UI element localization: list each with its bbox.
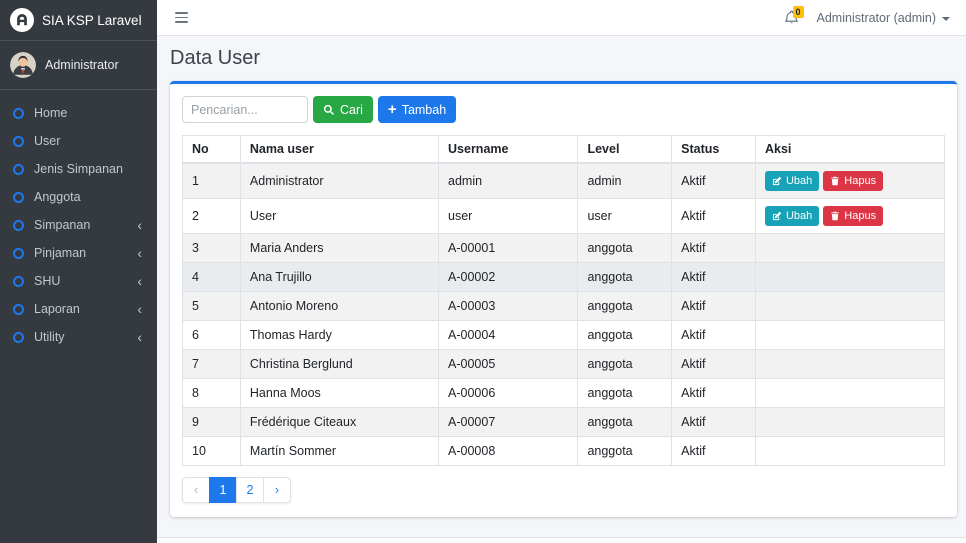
chevron-left-icon: ‹ xyxy=(137,245,142,261)
pagination-next[interactable]: › xyxy=(263,477,291,503)
user-panel-name[interactable]: Administrator xyxy=(45,58,119,72)
pagination-prev[interactable]: ‹ xyxy=(182,477,210,503)
column-header: Nama user xyxy=(239,135,440,164)
circle-icon xyxy=(13,135,24,147)
table-row: 9 Frédérique Citeaux A-00007 anggota Akt… xyxy=(182,407,946,437)
chevron-left-icon: ‹ xyxy=(137,329,142,345)
pagination-page[interactable]: 1 xyxy=(209,477,237,503)
sidebar-item-user[interactable]: User xyxy=(0,127,157,155)
trash-icon xyxy=(831,176,840,186)
column-header: Username xyxy=(438,135,579,164)
edit-icon xyxy=(772,176,782,186)
circle-icon xyxy=(13,303,24,315)
ubah-button[interactable]: Ubah xyxy=(764,171,820,191)
sidebar-item-laporan[interactable]: Laporan ‹ xyxy=(0,295,157,323)
app-logo-icon xyxy=(10,8,34,32)
sidebar-nav: Home User Jenis Simpanan Anggota Simpana… xyxy=(0,90,157,351)
table-row: 4 Ana Trujillo A-00002 anggota Aktif xyxy=(182,262,946,292)
brand-title: SIA KSP Laravel xyxy=(42,12,142,28)
toolbar: Cari + Tambah xyxy=(182,96,945,123)
edit-icon xyxy=(772,211,782,221)
chevron-left-icon: ‹ xyxy=(137,273,142,289)
navbar-right: 0 Administrator (admin) xyxy=(784,6,950,25)
sidebar-item-anggota[interactable]: Anggota xyxy=(0,183,157,211)
table-row: 3 Maria Anders A-00001 anggota Aktif xyxy=(182,233,946,263)
circle-icon xyxy=(13,219,24,231)
caret-down-icon xyxy=(942,16,950,21)
user-avatar xyxy=(10,52,36,78)
sidebar-item-simpanan[interactable]: Simpanan ‹ xyxy=(0,211,157,239)
circle-icon xyxy=(13,275,24,287)
pagination: ‹ 1 2 › xyxy=(182,477,291,503)
circle-icon xyxy=(13,247,24,259)
top-navbar: 0 Administrator (admin) xyxy=(157,0,966,36)
table-row: 1 Administrator admin admin Aktif Ubah H… xyxy=(182,162,946,199)
table-row: 2 User user user Aktif Ubah Hapus xyxy=(182,198,946,234)
trash-icon xyxy=(831,211,840,221)
user-dropdown[interactable]: Administrator (admin) xyxy=(817,11,950,25)
chevron-left-icon: ‹ xyxy=(137,217,142,233)
content: Data User Cari + Tambah xyxy=(157,36,966,537)
circle-icon xyxy=(13,163,24,175)
brand-link[interactable]: SIA KSP Laravel xyxy=(0,0,157,41)
circle-icon xyxy=(13,331,24,343)
column-header: Level xyxy=(577,135,673,164)
cari-button[interactable]: Cari xyxy=(313,96,373,123)
table-row: 5 Antonio Moreno A-00003 anggota Aktif xyxy=(182,291,946,321)
column-header: Aksi xyxy=(754,135,946,164)
column-header: No xyxy=(182,135,241,164)
search-input[interactable] xyxy=(182,96,308,123)
hapus-button[interactable]: Hapus xyxy=(823,171,884,191)
notifications-button[interactable]: 0 xyxy=(784,6,804,25)
sidebar: SIA KSP Laravel Administrator Home User xyxy=(0,0,157,543)
sidebar-item-jenis-simpanan[interactable]: Jenis Simpanan xyxy=(0,155,157,183)
table-row: 10 Martín Sommer A-00008 anggota Aktif xyxy=(182,436,946,466)
main-area: 0 Administrator (admin) Data User xyxy=(157,0,966,543)
circle-icon xyxy=(13,191,24,203)
table-row: 7 Christina Berglund A-00005 anggota Akt… xyxy=(182,349,946,379)
search-icon xyxy=(323,104,335,115)
sidebar-item-pinjaman[interactable]: Pinjaman ‹ xyxy=(0,239,157,267)
menu-toggle-icon[interactable] xyxy=(173,9,190,25)
table-body: 1 Administrator admin admin Aktif Ubah H… xyxy=(182,162,946,466)
sidebar-item-home[interactable]: Home xyxy=(0,99,157,127)
ubah-button[interactable]: Ubah xyxy=(764,206,820,226)
footer xyxy=(157,537,966,543)
sidebar-item-utility[interactable]: Utility ‹ xyxy=(0,323,157,351)
user-panel: Administrator xyxy=(0,41,157,90)
table-row: 8 Hanna Moos A-00006 anggota Aktif xyxy=(182,378,946,408)
table-header-row: No Nama user Username Level Status Aksi xyxy=(182,135,946,164)
circle-icon xyxy=(13,107,24,119)
page-title: Data User xyxy=(170,47,261,69)
sidebar-item-shu[interactable]: SHU ‹ xyxy=(0,267,157,295)
plus-icon: + xyxy=(387,101,397,118)
hapus-button[interactable]: Hapus xyxy=(823,206,884,226)
table-row: 6 Thomas Hardy A-00004 anggota Aktif xyxy=(182,320,946,350)
tambah-button[interactable]: + Tambah xyxy=(377,96,457,123)
pagination-page[interactable]: 2 xyxy=(236,477,264,503)
chevron-left-icon: ‹ xyxy=(137,301,142,317)
column-header: Status xyxy=(671,135,756,164)
user-dropdown-label: Administrator (admin) xyxy=(816,10,936,25)
bell-icon xyxy=(784,10,798,24)
user-table: No Nama user Username Level Status Aksi 1 Adm… xyxy=(182,135,946,466)
notification-badge: 0 xyxy=(792,6,804,18)
